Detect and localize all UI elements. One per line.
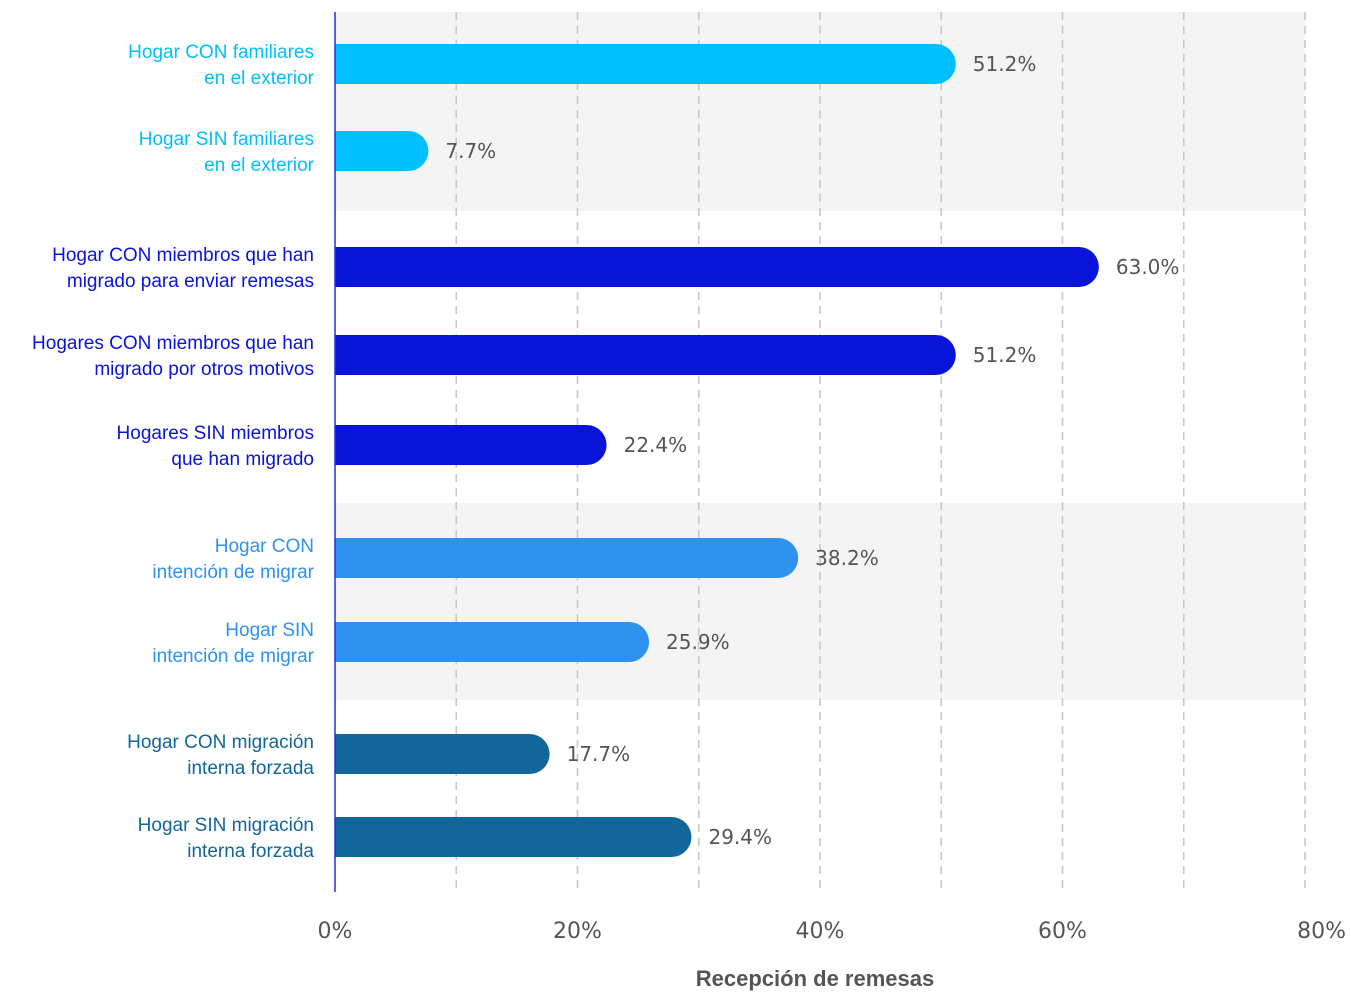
value-label: 25.9%	[666, 630, 730, 654]
value-label: 22.4%	[624, 433, 688, 457]
x-tick-labels: 0% 20% 40% 60% 80%	[318, 919, 1346, 944]
bar	[335, 538, 799, 578]
x-tick-label: 40%	[796, 919, 845, 944]
value-labels: 51.2% 7.7% 63.0% 51.2% 22.4% 38.2% 25.9% 17.7% 2…	[445, 52, 1179, 849]
x-tick-label: 20%	[553, 919, 602, 944]
x-tick-label: 80%	[1297, 919, 1346, 944]
value-label: 7.7%	[445, 139, 496, 163]
category-label: Hogar SIN intención de migrar	[152, 620, 314, 667]
category-label: Hogar CON migración interna forzada	[127, 732, 314, 779]
category-label: Hogar CON miembros que han migrado para e…	[52, 245, 314, 292]
bar	[335, 131, 429, 171]
category-label: Hogar SIN migración interna forzada	[138, 815, 315, 862]
category-label: Hogares CON miembros que han migrado por …	[32, 333, 314, 380]
category-label: Hogar CON intención de migrar	[152, 536, 314, 583]
gridlines	[455, 12, 1306, 892]
bar	[335, 425, 607, 465]
bars	[335, 44, 1099, 857]
value-label: 17.7%	[567, 742, 631, 766]
value-label: 51.2%	[973, 343, 1037, 367]
value-label: 29.4%	[708, 825, 772, 849]
bar	[335, 44, 956, 84]
bar	[335, 817, 692, 857]
category-label: Hogar CON familiares en el exterior	[128, 42, 314, 89]
category-label: Hogar SIN familiares en el exterior	[139, 129, 315, 176]
category-label: Hogares SIN miembros que han migrado	[117, 423, 314, 470]
value-label: 63.0%	[1116, 255, 1180, 279]
bar	[335, 734, 550, 774]
bar	[335, 247, 1099, 287]
x-tick-label: 60%	[1038, 919, 1087, 944]
x-tick-label: 0%	[318, 919, 353, 944]
x-axis-title: Recepción de remesas	[696, 966, 934, 991]
value-label: 51.2%	[973, 52, 1037, 76]
bar	[335, 335, 956, 375]
bar	[335, 622, 650, 662]
category-labels: Hogar CON familiares en el exterior Hogar …	[32, 42, 315, 862]
value-label: 38.2%	[815, 546, 879, 570]
